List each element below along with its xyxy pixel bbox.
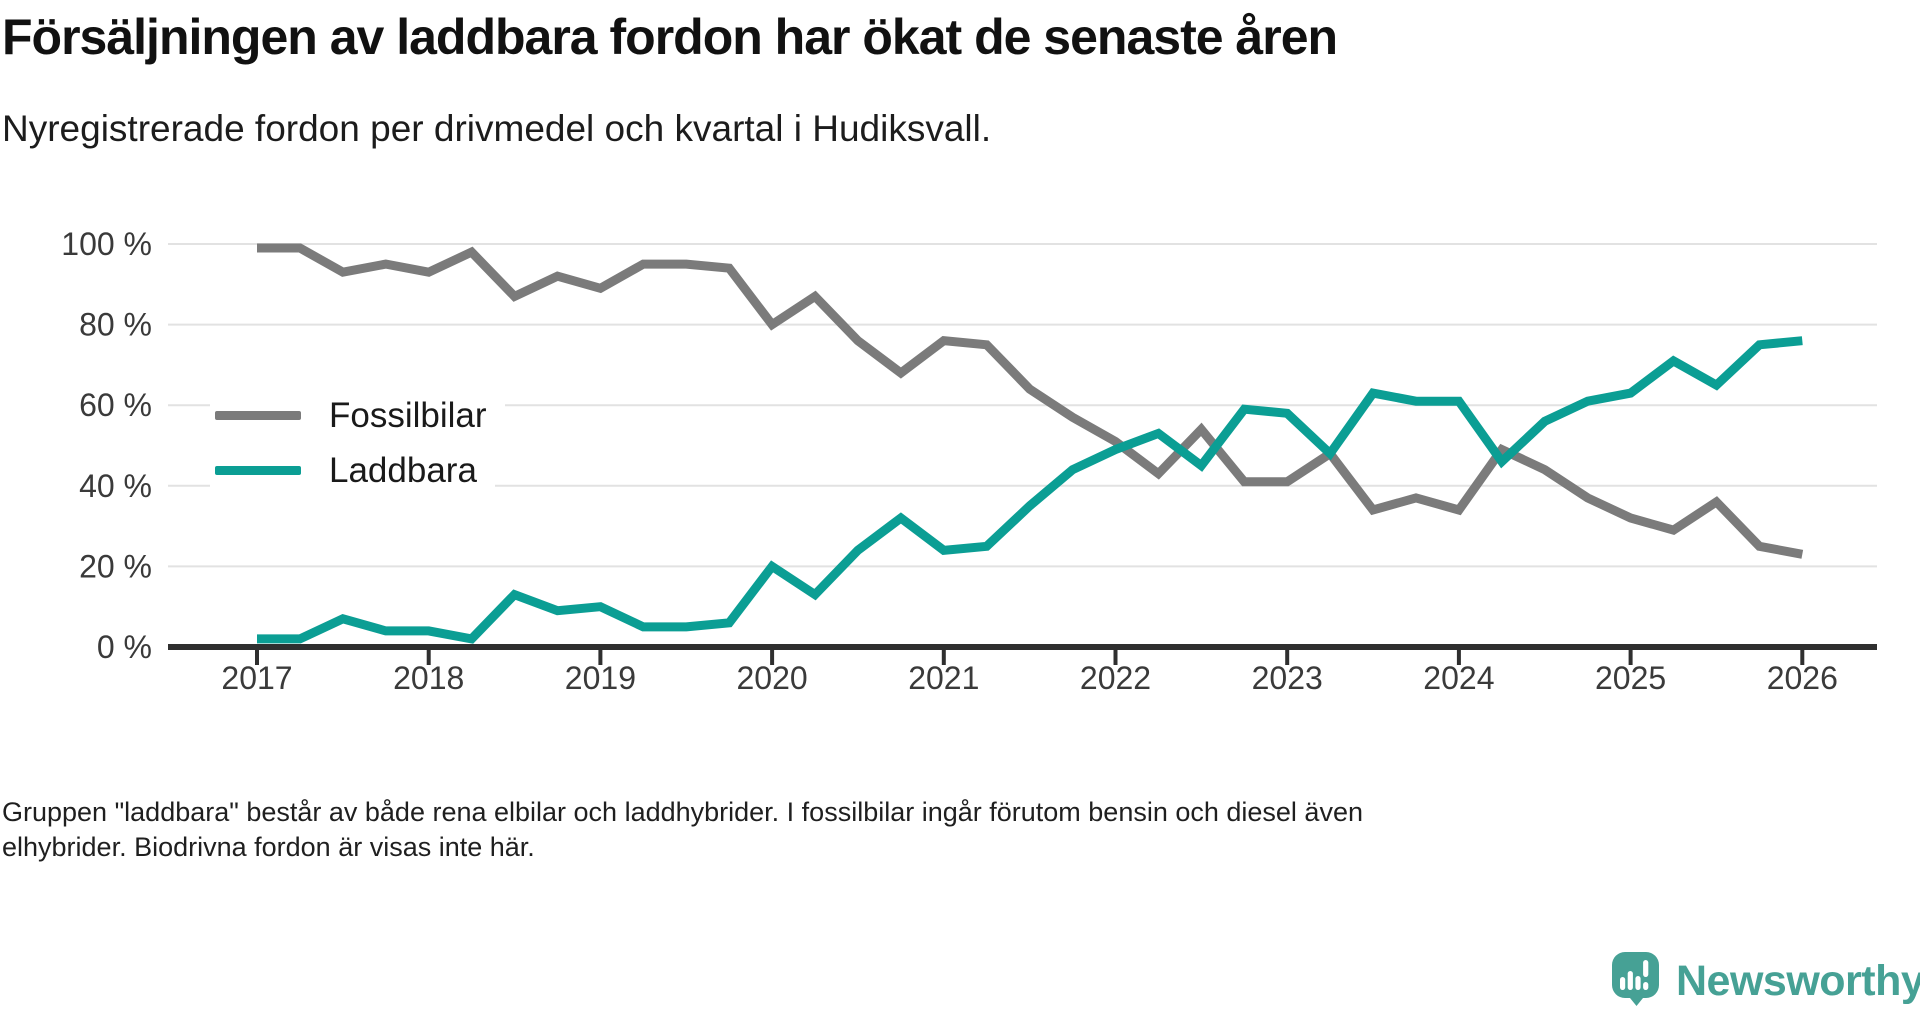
- x-tick-label: 2018: [393, 660, 464, 696]
- chart-title: Försäljningen av laddbara fordon har öka…: [2, 9, 1338, 65]
- x-tick-label: 2025: [1595, 660, 1666, 696]
- newsworthy-logo-mark-icon: [1612, 952, 1659, 1010]
- y-tick-label: 20 %: [79, 548, 152, 584]
- x-tick-label: 2021: [908, 660, 979, 696]
- legend-swatch-fossilbilar: [215, 411, 301, 420]
- x-tick-label: 2017: [221, 660, 292, 696]
- newsworthy-logo: Newsworthy: [1612, 952, 1920, 1010]
- x-tick-label: 2019: [565, 660, 636, 696]
- legend-item-laddbara: Laddbara: [210, 445, 495, 496]
- x-tick-label: 2024: [1423, 660, 1494, 696]
- legend-item-fossilbilar: Fossilbilar: [210, 390, 505, 441]
- footnote: Gruppen "laddbara" består av både rena e…: [2, 795, 1363, 865]
- y-tick-label: 80 %: [79, 307, 152, 343]
- legend-label-fossilbilar: Fossilbilar: [329, 396, 487, 435]
- x-tick-label: 2026: [1767, 660, 1838, 696]
- footnote-line-1: Gruppen "laddbara" består av både rena e…: [2, 797, 1363, 827]
- chart-subtitle: Nyregistrerade fordon per drivmedel och …: [2, 108, 992, 149]
- y-tick-label: 0 %: [97, 629, 152, 665]
- legend-swatch-laddbara: [215, 466, 301, 475]
- x-tick-label: 2023: [1252, 660, 1323, 696]
- footnote-line-2: elhybrider. Biodrivna fordon är visas in…: [2, 832, 535, 862]
- series-line-fossilbilar: [257, 243, 1804, 559]
- y-tick-label: 40 %: [79, 468, 152, 504]
- x-tick-label: 2020: [737, 660, 808, 696]
- legend-label-laddbara: Laddbara: [329, 451, 477, 490]
- y-tick-label: 100 %: [61, 226, 152, 262]
- y-tick-label: 60 %: [79, 387, 152, 423]
- newsworthy-logo-text: Newsworthy: [1676, 957, 1920, 1005]
- series-line-laddbara: [257, 336, 1803, 644]
- x-tick-label: 2022: [1080, 660, 1151, 696]
